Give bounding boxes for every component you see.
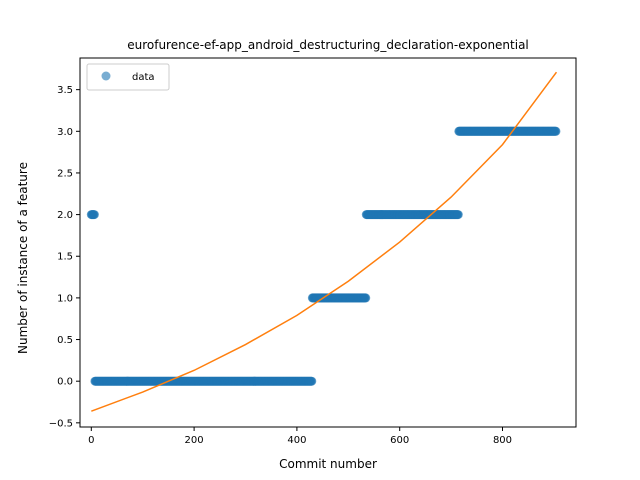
x-tick-label: 400 — [287, 435, 306, 446]
legend: data — [86, 63, 170, 91]
y-tick-label: 0.5 — [57, 335, 73, 346]
x-axis-label: Commit number — [279, 457, 377, 471]
y-tick-label: 1.0 — [57, 293, 73, 304]
axes: 0 200 400 600 800 −0.5 0.0 0.5 1.0 1.5 2.0 2.5 3.0 3.… — [49, 57, 577, 446]
data-point — [89, 210, 99, 220]
y-tick-label: 2.5 — [57, 168, 73, 179]
y-tick-label: 0.0 — [57, 377, 73, 388]
y-tick-label: 3.5 — [57, 85, 73, 96]
legend-box — [86, 63, 170, 91]
plot-area — [86, 71, 561, 412]
axes-frame — [79, 57, 577, 428]
y-axis-label: Number of instance of a feature — [16, 162, 30, 354]
legend-label-data: data — [132, 72, 155, 83]
data-point — [453, 210, 463, 220]
y-tick-label: 1.5 — [57, 252, 73, 263]
x-tick-label: 600 — [390, 435, 409, 446]
legend-marker-data — [101, 71, 111, 81]
data-point — [361, 293, 371, 303]
y-tick-label: 3.0 — [57, 127, 73, 138]
x-tick-label: 800 — [493, 435, 512, 446]
chart-title: eurofurence-ef-app_android_destructuring… — [127, 38, 529, 52]
exponential-fit-line — [91, 71, 558, 412]
data-point — [307, 376, 317, 386]
x-tick-label: 0 — [88, 435, 94, 446]
data-point — [551, 126, 561, 136]
y-tick-label: −0.5 — [49, 418, 73, 429]
y-tick-label: 2.0 — [57, 210, 73, 221]
x-tick-label: 200 — [185, 435, 204, 446]
